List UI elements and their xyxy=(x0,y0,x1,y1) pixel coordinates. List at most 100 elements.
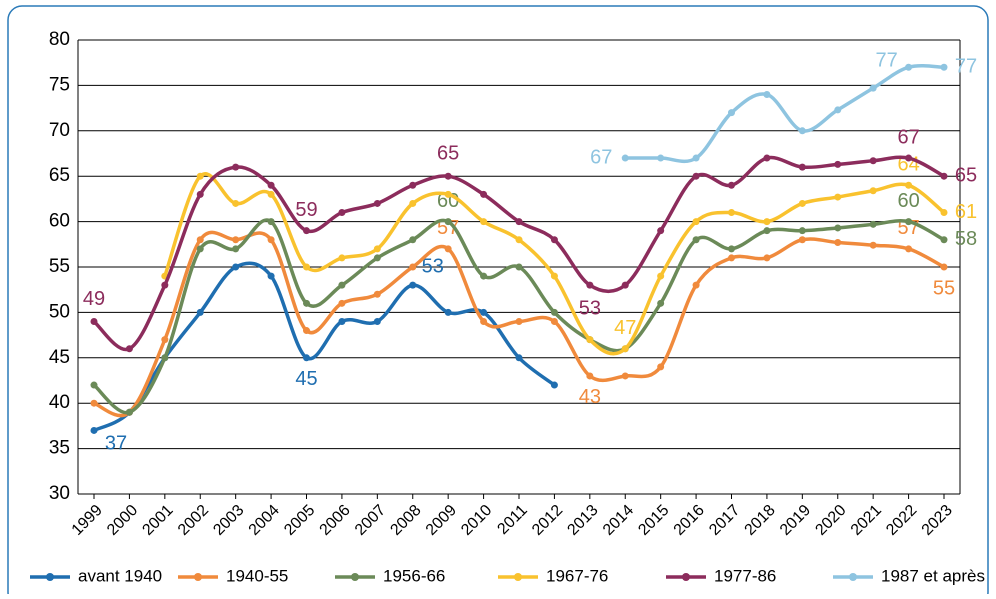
data-point xyxy=(586,336,594,344)
data-label: 37 xyxy=(105,433,127,455)
legend-dot xyxy=(351,573,359,581)
data-point xyxy=(196,190,204,198)
x-tick-label: 2020 xyxy=(812,502,849,539)
legend-dot xyxy=(46,573,54,581)
data-point xyxy=(196,236,204,244)
x-tick-label: 2022 xyxy=(883,502,920,539)
data-point xyxy=(834,160,842,168)
x-tick-label: 2016 xyxy=(671,502,708,539)
x-tick-label: 2011 xyxy=(494,502,530,538)
series-line xyxy=(625,63,945,164)
data-point xyxy=(373,254,381,262)
data-label: 59 xyxy=(295,199,317,221)
data-point xyxy=(621,154,629,162)
data-label: 49 xyxy=(83,288,105,310)
data-label: 77 xyxy=(875,50,897,72)
x-tick-label: 2009 xyxy=(423,502,460,539)
legend-label: 1940-55 xyxy=(226,566,288,585)
data-point xyxy=(303,327,310,335)
data-point xyxy=(196,245,204,253)
y-tick-label: 50 xyxy=(49,301,70,322)
data-point xyxy=(373,290,381,298)
data-point xyxy=(905,245,913,253)
data-point xyxy=(444,245,452,253)
data-point xyxy=(480,272,488,280)
data-point xyxy=(621,372,629,380)
y-tick-label: 70 xyxy=(49,120,70,141)
data-point xyxy=(267,236,275,244)
y-tick-label: 60 xyxy=(49,211,70,232)
data-point xyxy=(515,354,523,362)
data-label: 77 xyxy=(955,56,977,78)
data-point xyxy=(798,163,806,171)
data-point xyxy=(586,372,594,380)
data-point xyxy=(905,218,913,226)
data-point xyxy=(657,272,665,280)
data-label: 65 xyxy=(955,164,977,186)
x-tick-label: 2014 xyxy=(600,502,637,539)
data-label: 61 xyxy=(955,201,977,223)
data-label: 67 xyxy=(897,126,919,148)
data-point xyxy=(373,245,381,253)
y-tick-label: 45 xyxy=(49,347,70,368)
y-tick-label: 40 xyxy=(49,392,70,413)
data-point xyxy=(232,245,240,253)
frame xyxy=(7,5,989,599)
data-point xyxy=(763,218,771,226)
data-label: 58 xyxy=(955,228,977,250)
data-point xyxy=(338,254,346,262)
x-tick-label: 2021 xyxy=(848,502,885,539)
data-point xyxy=(161,281,169,289)
data-point xyxy=(728,254,735,262)
data-point xyxy=(728,181,735,189)
data-point xyxy=(515,263,523,271)
data-point xyxy=(550,236,558,244)
legend-dot xyxy=(194,573,202,581)
data-point xyxy=(232,263,240,271)
data-point xyxy=(905,181,913,189)
data-label: 47 xyxy=(614,317,636,339)
data-point xyxy=(515,236,523,244)
data-point xyxy=(834,106,842,114)
data-point xyxy=(692,218,700,226)
data-point xyxy=(940,209,948,217)
data-point xyxy=(940,236,948,244)
data-point xyxy=(232,199,240,207)
data-point xyxy=(232,236,240,244)
data-point xyxy=(338,317,346,325)
data-point xyxy=(940,263,948,271)
data-point xyxy=(798,199,806,207)
data-point xyxy=(444,308,452,316)
data-point xyxy=(125,345,133,353)
data-point xyxy=(480,190,488,198)
y-tick-label: 65 xyxy=(49,165,70,186)
data-point xyxy=(728,109,735,117)
data-point xyxy=(444,172,452,180)
data-point xyxy=(692,236,700,244)
data-point xyxy=(480,308,488,316)
legend-label: 1987 et après xyxy=(881,566,985,585)
data-point xyxy=(550,272,558,280)
x-tick-label: 1999 xyxy=(69,502,106,539)
x-tick-label: 2006 xyxy=(317,502,354,539)
y-tick-label: 75 xyxy=(49,74,70,95)
data-point xyxy=(409,199,417,207)
data-point xyxy=(409,181,417,189)
data-point xyxy=(480,218,488,226)
data-point xyxy=(692,172,700,180)
data-point xyxy=(621,345,629,353)
data-point xyxy=(728,209,735,217)
data-point xyxy=(834,224,842,232)
data-point xyxy=(763,227,771,235)
legend-label: 1977-86 xyxy=(714,566,776,585)
x-tick-label: 2017 xyxy=(706,502,743,539)
data-point xyxy=(515,218,523,226)
y-tick-label: 55 xyxy=(49,256,70,277)
data-point xyxy=(692,281,700,289)
data-point xyxy=(409,236,417,244)
x-tick-label: 2018 xyxy=(742,502,779,539)
data-point xyxy=(869,157,877,165)
data-label: 57 xyxy=(437,217,459,239)
